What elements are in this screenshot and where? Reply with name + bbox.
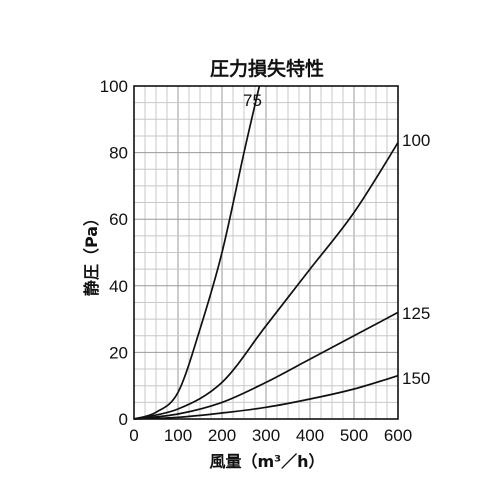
x-tick-label: 200 [208, 426, 236, 445]
series-line-125 [133, 311, 399, 420]
series-line-75 [133, 85, 261, 420]
x-tick-label: 500 [340, 426, 368, 445]
y-tick-labels: 0 20 40 60 80 100 [100, 77, 128, 429]
x-tick-label: 600 [384, 426, 412, 445]
x-tick-label: 100 [164, 426, 192, 445]
series-line-150 [133, 374, 399, 420]
y-axis-label: 静圧（Pa） [82, 210, 101, 296]
y-tick-label: 100 [100, 77, 128, 96]
series-label-75: 75 [243, 91, 262, 110]
chart-title: 圧力損失特性 [210, 57, 324, 80]
x-tick-label: 400 [296, 426, 324, 445]
x-tick-label: 300 [252, 426, 280, 445]
x-tick-label: 0 [129, 426, 138, 445]
x-axis-label: 風量（m³／h） [209, 452, 324, 471]
y-tick-label: 0 [119, 410, 128, 429]
x-tick-labels: 0 100 200 300 400 500 600 [129, 426, 412, 445]
plot-frame [133, 85, 399, 420]
series-curves [133, 85, 399, 420]
y-tick-label: 20 [109, 343, 128, 362]
series-labels: 75 100 125 150 [243, 91, 430, 388]
y-tick-label: 60 [109, 210, 128, 229]
series-label-150: 150 [402, 369, 430, 388]
y-tick-label: 80 [109, 144, 128, 163]
series-label-100: 100 [402, 131, 430, 150]
grid [133, 85, 399, 420]
series-line-100 [133, 142, 399, 420]
series-label-125: 125 [402, 304, 430, 323]
y-tick-label: 40 [109, 277, 128, 296]
